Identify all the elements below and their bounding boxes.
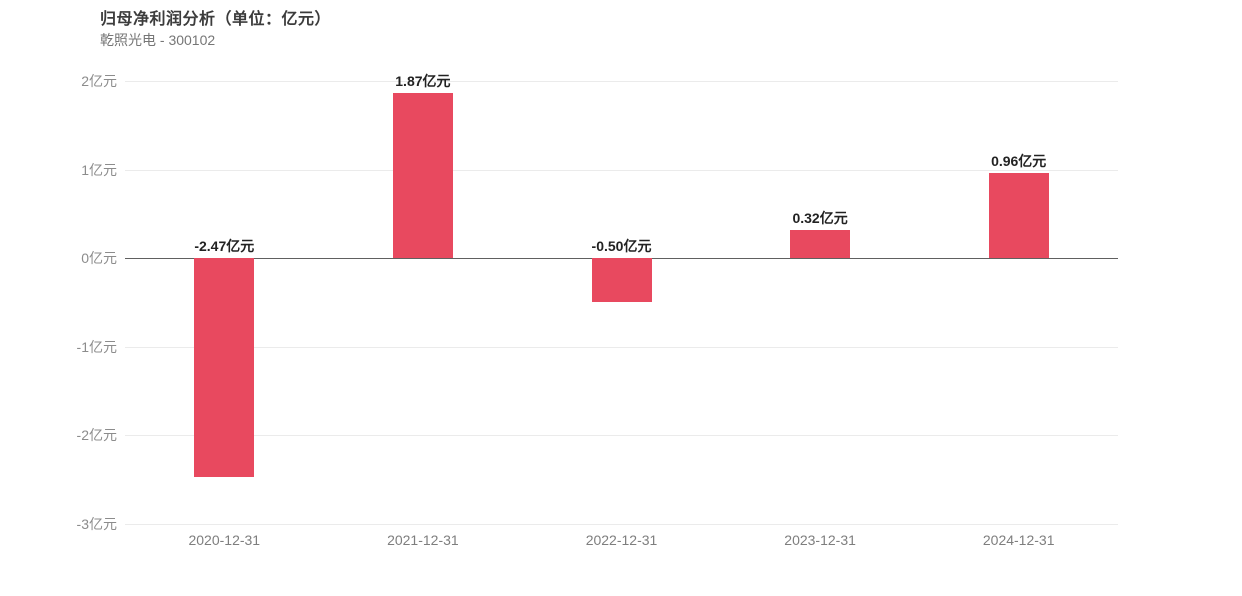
- bar-2020-12-31[interactable]: [194, 258, 255, 478]
- chart-title: 归母净利润分析（单位：亿元）: [100, 11, 332, 28]
- gridline: [125, 346, 1118, 348]
- bar-value-label: -2.47亿元: [194, 238, 255, 255]
- x-axis-tick-label: 2024-12-31: [982, 532, 1055, 548]
- x-axis-tick-label: 2022-12-31: [585, 532, 658, 548]
- bar-2022-12-31[interactable]: [591, 258, 652, 303]
- x-axis-tick-label: 2023-12-31: [784, 532, 856, 548]
- bar-2023-12-31[interactable]: [790, 229, 851, 259]
- bar-value-label: 0.96亿元: [991, 153, 1047, 170]
- y-axis-tick-label: -2亿元: [76, 427, 117, 444]
- x-axis-tick-label: 2021-12-31: [387, 532, 459, 548]
- bar-2021-12-31[interactable]: [392, 92, 453, 259]
- y-axis-tick-label: 0亿元: [81, 250, 117, 267]
- gridline: [125, 524, 1118, 525]
- gridline: [125, 169, 1118, 171]
- y-axis-tick-label: -1亿元: [76, 338, 117, 355]
- bar-value-label: 1.87亿元: [395, 72, 451, 89]
- y-axis-tick-label: 1亿元: [81, 161, 117, 178]
- y-axis-tick-label: 2亿元: [81, 73, 117, 89]
- gridline: [125, 81, 1118, 82]
- chart-subtitle: 乾照光电 - 300102: [100, 32, 216, 48]
- y-axis-tick-label: -3亿元: [76, 516, 117, 532]
- bar-value-label: 0.32亿元: [792, 209, 848, 226]
- bar-value-label: -0.50亿元: [591, 238, 652, 255]
- x-axis-tick-label: 2020-12-31: [188, 532, 261, 548]
- gridline: [125, 435, 1118, 437]
- bar-2024-12-31[interactable]: [988, 173, 1049, 259]
